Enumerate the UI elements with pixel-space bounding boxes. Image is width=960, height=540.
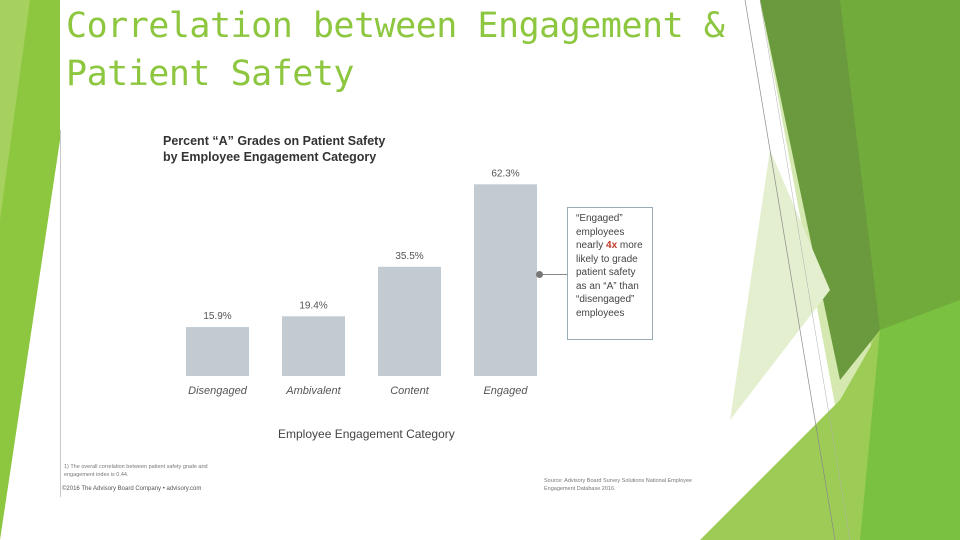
callout-highlight: 4x <box>606 240 618 251</box>
category-label-engaged: Engaged <box>483 385 528 397</box>
category-label-content: Content <box>390 385 429 397</box>
footnote: 1) The overall correlation between patie… <box>64 464 208 478</box>
callout-text-2: more likely to grade patient safety as a… <box>576 240 643 319</box>
slide-title-line2: Patient Safety <box>66 54 355 94</box>
left-accent-band <box>0 0 60 540</box>
callout-box: “Engaged” employees nearly 4x more likel… <box>567 207 653 340</box>
right-facet-dark <box>760 0 880 380</box>
value-label-ambivalent: 19.4% <box>299 300 327 311</box>
bar-chart: 15.9% Disengaged 19.4% Ambivalent 35.5% Conte… <box>186 168 537 397</box>
copyright: ©2016 The Advisory Board Company • advis… <box>62 486 202 492</box>
bar-ambivalent <box>282 316 345 376</box>
bar-engaged <box>474 184 537 376</box>
bar-content <box>378 266 441 376</box>
slide-title-line1: Correlation between Engagement & <box>66 6 725 46</box>
right-facet-olive <box>840 0 960 330</box>
callout-text-1: “Engaged” employees nearly <box>576 213 625 251</box>
chart-figure: Percent “A” Grades on Patient Safety by … <box>60 130 692 497</box>
callout-dot <box>536 271 543 278</box>
slide-title: Correlation between Engagement & Patient… <box>66 2 766 98</box>
chart-title: Percent “A” Grades on Patient Safety by … <box>163 133 385 165</box>
category-label-ambivalent: Ambivalent <box>285 385 341 397</box>
value-label-content: 35.5% <box>395 251 423 262</box>
right-facet-bottom <box>700 330 880 540</box>
callout-connector <box>540 274 567 275</box>
chart-title-line1: Percent “A” Grades on Patient Safety <box>163 134 386 148</box>
figure-left-border <box>60 130 61 497</box>
x-axis-title: Employee Engagement Category <box>278 427 455 441</box>
right-facet-pale <box>730 150 830 420</box>
value-label-engaged: 62.3% <box>491 168 519 179</box>
facet-line <box>744 0 836 540</box>
value-label-disengaged: 15.9% <box>203 311 231 322</box>
left-accent-light <box>0 0 30 220</box>
chart-title-line2: by Employee Engagement Category <box>163 150 377 164</box>
category-label-disengaged: Disengaged <box>188 385 248 397</box>
source-note: Source: Advisory Board Survey Solutions … <box>544 478 692 492</box>
bar-disengaged <box>186 327 249 376</box>
facet-line <box>759 0 851 540</box>
